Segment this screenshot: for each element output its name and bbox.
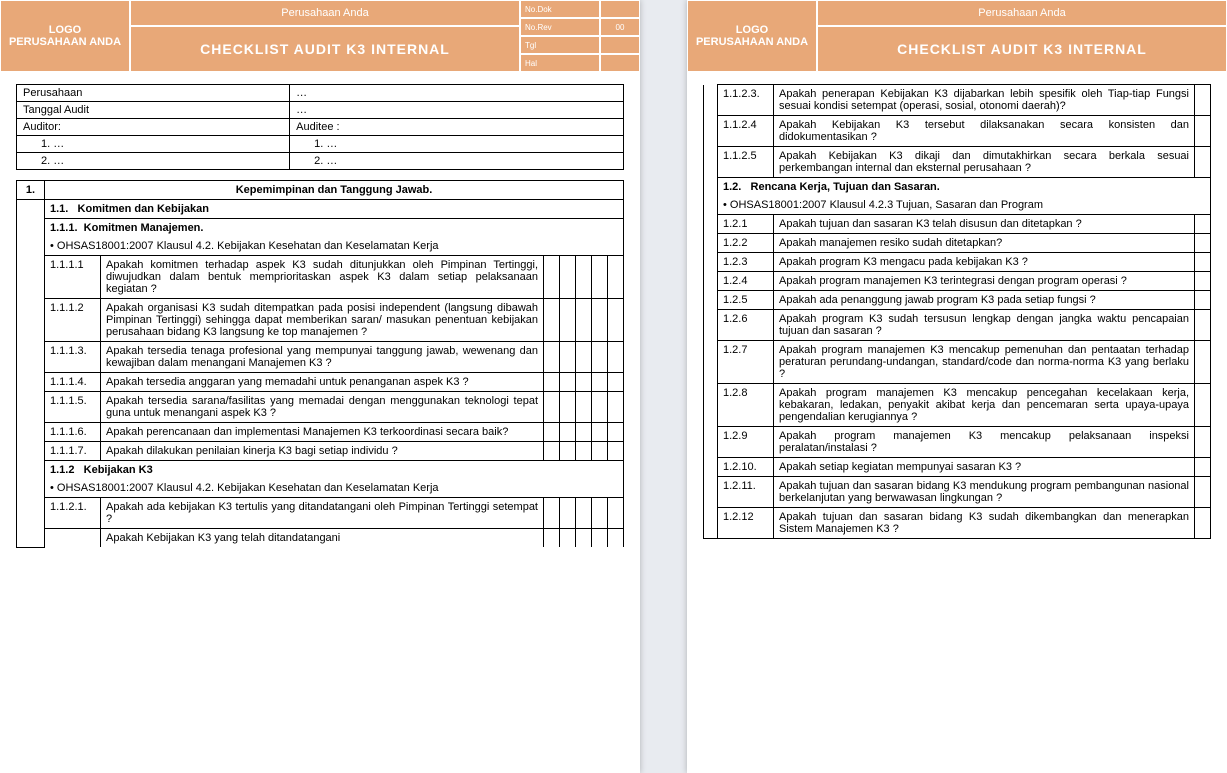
s111-ref: • OHSAS18001:2007 Klausul 4.2. Kebijakan…	[45, 237, 624, 256]
section-1-title: Kepemimpinan dan Tanggung Jawab.	[45, 181, 624, 200]
q-1122: Apakah Kebijakan K3 yang telah ditandata…	[101, 529, 544, 548]
info-perusahaan-lbl: Perusahaan	[17, 85, 290, 102]
q-1115: Apakah tersedia sarana/fasilitas yang me…	[101, 392, 544, 423]
q-128: Apakah program manajemen K3 mencakup pen…	[774, 384, 1195, 427]
q-129: Apakah program manajemen K3 mencakup pel…	[774, 427, 1195, 458]
document-page-2: LOGO PERUSAHAAN ANDA Perusahaan Anda CHE…	[687, 0, 1227, 773]
q-1113: Apakah tersedia tenaga profesional yang …	[101, 342, 544, 373]
q-1125: Apakah Kebijakan K3 dikaji dan dimutakhi…	[774, 147, 1195, 178]
checklist-table-2: 1.1.2.3.Apakah penerapan Kebijakan K3 di…	[703, 84, 1211, 539]
meta-norev: No.Rev	[520, 18, 600, 36]
meta-tgl: Tgl	[520, 36, 600, 54]
s112: 1.1.2 Kebijakan K3	[45, 461, 624, 480]
info-table: Perusahaan… Tanggal Audit… Auditor:Audit…	[16, 84, 624, 170]
doc-title: CHECKLIST AUDIT K3 INTERNAL	[130, 26, 520, 72]
q-123: Apakah program K3 mengacu pada kebijakan…	[774, 253, 1195, 272]
s12: 1.2. Rencana Kerja, Tujuan dan Sasaran.	[718, 178, 1211, 197]
s11: 1.1. Komitmen dan Kebijakan	[45, 200, 624, 219]
logo-text-1: LOGO	[49, 24, 81, 36]
q-124: Apakah program manajemen K3 terintegrasi…	[774, 272, 1195, 291]
section-1-num: 1.	[17, 181, 45, 200]
s12-ref: • OHSAS18001:2007 Klausul 4.2.3 Tujuan, …	[718, 196, 1211, 215]
meta-norev-val: 00	[600, 18, 640, 36]
q-1211: Apakah tujuan dan sasaran bidang K3 mend…	[774, 477, 1195, 508]
q-1212: Apakah tujuan dan sasaran bidang K3 suda…	[774, 508, 1195, 539]
q-1121: Apakah ada kebijakan K3 tertulis yang di…	[101, 498, 544, 529]
s112-ref: • OHSAS18001:2007 Klausul 4.2. Kebijakan…	[45, 479, 624, 498]
doc-header-2: LOGO PERUSAHAAN ANDA Perusahaan Anda CHE…	[687, 0, 1227, 72]
q-125: Apakah ada penanggung jawab program K3 p…	[774, 291, 1195, 310]
q-1111: Apakah komitmen terhadap aspek K3 sudah …	[101, 256, 544, 299]
logo-text-2: PERUSAHAAN ANDA	[9, 36, 121, 48]
q-1117: Apakah dilakukan penilaian kinerja K3 ba…	[101, 442, 544, 461]
q-1123: Apakah penerapan Kebijakan K3 dijabarkan…	[774, 85, 1195, 116]
doc-header: LOGO PERUSAHAAN ANDA Perusahaan Anda CHE…	[0, 0, 640, 72]
q-1114: Apakah tersedia anggaran yang memadahi u…	[101, 373, 544, 392]
info-placeholder: …	[290, 85, 624, 102]
info-auditee-lbl: Auditee :	[290, 119, 624, 136]
checklist-table-1: 1. Kepemimpinan dan Tanggung Jawab. 1.1.…	[16, 180, 624, 548]
s111: 1.1.1. Komitmen Manajemen.	[45, 219, 624, 238]
q-1116: Apakah perencanaan dan implementasi Mana…	[101, 423, 544, 442]
q-1112: Apakah organisasi K3 sudah ditempatkan p…	[101, 299, 544, 342]
company-label: Perusahaan Anda	[130, 0, 520, 26]
meta-column: No.Dok No.Rev00 Tgl Hal	[520, 0, 640, 72]
q-122: Apakah manajemen resiko sudah ditetapkan…	[774, 234, 1195, 253]
logo-cell: LOGO PERUSAHAAN ANDA	[0, 0, 130, 72]
q-1210: Apakah setiap kegiatan mempunyai sasaran…	[774, 458, 1195, 477]
q-121: Apakah tujuan dan sasaran K3 telah disus…	[774, 215, 1195, 234]
q-126: Apakah program K3 sudah tersusun lengkap…	[774, 310, 1195, 341]
info-auditor-lbl: Auditor:	[17, 119, 290, 136]
q-127: Apakah program manajemen K3 mencakup pem…	[774, 341, 1195, 384]
meta-nodok: No.Dok	[520, 0, 600, 18]
meta-hal: Hal	[520, 54, 600, 72]
document-page-1: LOGO PERUSAHAAN ANDA Perusahaan Anda CHE…	[0, 0, 640, 773]
q-1124: Apakah Kebijakan K3 tersebut dilaksanaka…	[774, 116, 1195, 147]
info-tanggal-lbl: Tanggal Audit	[17, 102, 290, 119]
